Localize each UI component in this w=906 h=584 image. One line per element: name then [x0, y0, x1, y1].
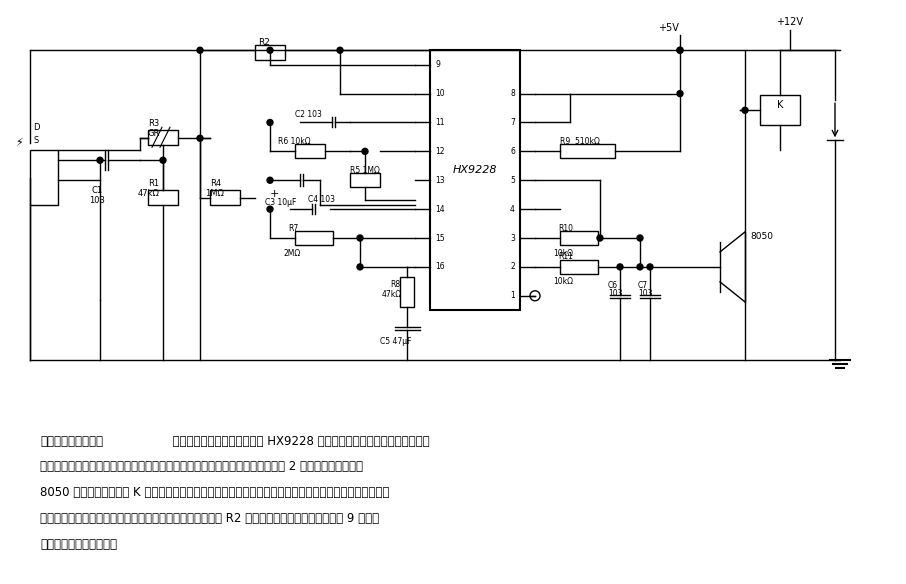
Text: +5V: +5V: [658, 23, 679, 33]
Bar: [560, 231, 598, 245]
Text: 2: 2: [510, 262, 515, 272]
Text: S: S: [33, 135, 38, 145]
Text: 电位时，芯片不能触发。: 电位时，芯片不能触发。: [40, 538, 117, 551]
Bar: [760, 95, 800, 125]
Text: 产自动线及企事业、库房安全系统、自动灯光系统等。图中 R2 根据环境亮度进行调节选择，脚 9 端为低: 产自动线及企事业、库房安全系统、自动灯光系统等。图中 R2 根据环境亮度进行调节…: [40, 512, 379, 525]
Bar: [400, 277, 414, 307]
Text: R8: R8: [390, 280, 400, 290]
Text: 4: 4: [510, 204, 515, 214]
Text: C7: C7: [638, 281, 648, 290]
Text: 47kΩ: 47kΩ: [382, 290, 402, 300]
Circle shape: [197, 47, 203, 53]
Circle shape: [267, 47, 273, 53]
Circle shape: [97, 157, 103, 164]
Text: R11: R11: [558, 252, 573, 262]
Circle shape: [647, 264, 653, 270]
Circle shape: [637, 264, 643, 270]
Text: +: +: [270, 189, 279, 199]
Text: C4 103: C4 103: [308, 194, 335, 204]
Text: 11: 11: [435, 118, 445, 127]
Text: 3: 3: [510, 234, 515, 242]
Text: 13: 13: [435, 176, 445, 185]
Text: 1: 1: [510, 291, 515, 300]
Text: R7: R7: [288, 224, 298, 232]
Text: 103: 103: [89, 196, 105, 205]
Text: +12V: +12V: [776, 18, 804, 27]
Bar: [295, 231, 333, 245]
Text: 10: 10: [435, 89, 445, 98]
Text: 热释电红外开关电路: 热释电红外开关电路: [40, 434, 103, 447]
Text: R10: R10: [558, 224, 573, 232]
Circle shape: [637, 235, 643, 241]
Circle shape: [267, 206, 273, 212]
Text: 内部完成线性放大、双向鉴幅、信号处理、延迟定时、封锁定时等处理后，其脚 2 输出高电平使三极管: 内部完成线性放大、双向鉴幅、信号处理、延迟定时、封锁定时等处理后，其脚 2 输出…: [40, 460, 363, 473]
Text: K: K: [776, 100, 783, 110]
Text: 103: 103: [608, 288, 622, 298]
Text: R6 10kΩ: R6 10kΩ: [278, 137, 311, 146]
Circle shape: [197, 135, 203, 141]
Text: 14: 14: [435, 204, 445, 214]
Text: 16: 16: [435, 262, 445, 272]
Circle shape: [677, 47, 683, 53]
Text: ⚡: ⚡: [15, 138, 23, 148]
Circle shape: [742, 107, 748, 113]
Text: 47kΩ: 47kΩ: [138, 189, 159, 198]
Bar: [295, 144, 325, 158]
Text: 10kΩ: 10kΩ: [553, 249, 573, 258]
Text: 6: 6: [510, 147, 515, 156]
Bar: [560, 260, 598, 274]
Text: HX9228: HX9228: [453, 165, 497, 175]
Bar: [430, 50, 520, 310]
Circle shape: [267, 177, 273, 183]
Text: C5 47μF: C5 47μF: [380, 338, 411, 346]
Circle shape: [677, 91, 683, 96]
Bar: [255, 45, 285, 60]
Text: 12: 12: [435, 147, 445, 156]
Circle shape: [337, 47, 343, 53]
Text: 8050: 8050: [750, 232, 773, 241]
Bar: [560, 144, 615, 158]
Circle shape: [677, 47, 683, 53]
Text: 9: 9: [435, 60, 440, 69]
Circle shape: [357, 235, 363, 241]
Bar: [210, 190, 240, 205]
Text: 电路中红外传感处理专用芯片 HX9228 接收到红外传感器的输出信号时，经: 电路中红外传感处理专用芯片 HX9228 接收到红外传感器的输出信号时，经: [165, 434, 429, 447]
Text: C1: C1: [92, 186, 103, 194]
Circle shape: [597, 235, 603, 241]
Text: 2MΩ: 2MΩ: [283, 249, 300, 258]
Text: 1MΩ: 1MΩ: [205, 189, 224, 198]
Text: C6: C6: [608, 281, 618, 290]
Bar: [30, 150, 58, 205]
Text: 10kΩ: 10kΩ: [553, 277, 573, 286]
Bar: [148, 130, 178, 145]
Text: R4: R4: [210, 179, 221, 187]
Circle shape: [160, 157, 166, 164]
Circle shape: [617, 264, 623, 270]
Text: C2 103: C2 103: [295, 110, 322, 119]
Bar: [350, 173, 380, 187]
Text: 8050 导通，驱动继电器 K 吸合。再由继电器触点控制相应的被控对象。此电路适用于机电一体化装置、生: 8050 导通，驱动继电器 K 吸合。再由继电器触点控制相应的被控对象。此电路适…: [40, 486, 390, 499]
Text: 7: 7: [510, 118, 515, 127]
Text: 5: 5: [510, 176, 515, 185]
Circle shape: [357, 264, 363, 270]
Text: R3: R3: [148, 119, 159, 128]
Bar: [148, 190, 178, 205]
Text: D: D: [33, 123, 40, 132]
Text: 8: 8: [510, 89, 515, 98]
Text: GR: GR: [148, 128, 160, 138]
Text: R2: R2: [258, 38, 270, 47]
Circle shape: [267, 120, 273, 126]
Text: R9  510kΩ: R9 510kΩ: [560, 137, 600, 146]
Text: 15: 15: [435, 234, 445, 242]
Text: 103: 103: [638, 288, 652, 298]
Text: R5 1MΩ: R5 1MΩ: [350, 166, 380, 175]
Text: R1: R1: [148, 179, 159, 187]
Circle shape: [362, 148, 368, 154]
Text: C3 10μF: C3 10μF: [265, 198, 296, 207]
